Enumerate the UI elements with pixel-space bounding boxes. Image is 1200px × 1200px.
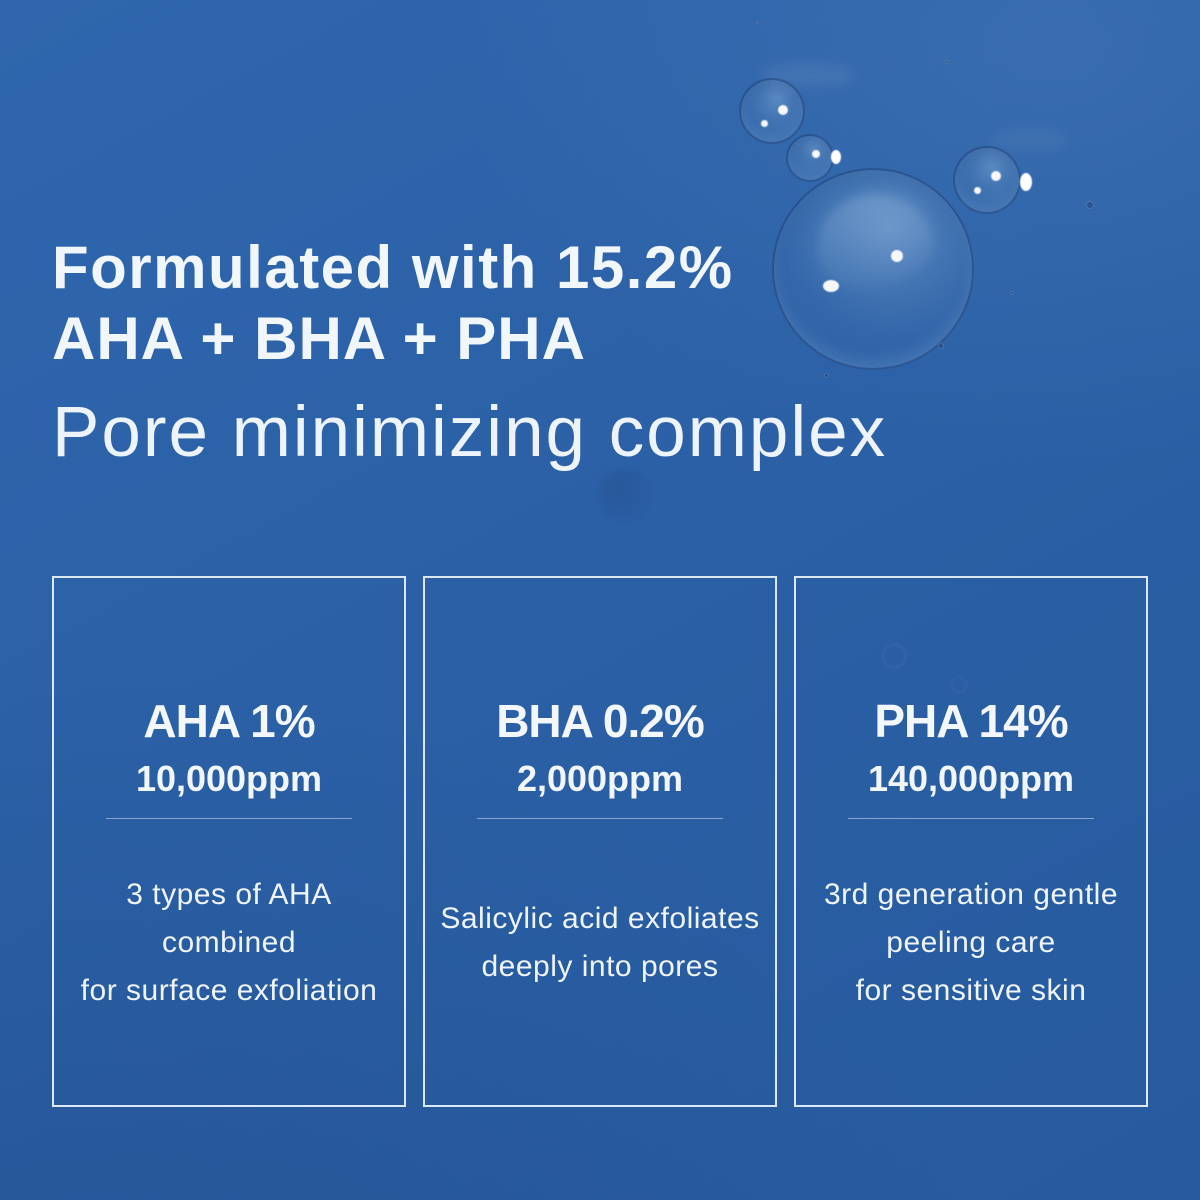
micro-bubble — [1086, 201, 1094, 209]
light-haze — [759, 62, 855, 88]
water-droplet-small-3 — [953, 146, 1021, 214]
droplet-highlight — [823, 280, 839, 292]
card-description-bha: Salicylic acid exfoliates deeply into po… — [435, 833, 765, 1053]
description-line: combined — [161, 926, 297, 959]
micro-bubble — [756, 21, 759, 24]
description-line: deeply into pores — [481, 950, 719, 983]
description-line: for sensitive skin — [855, 974, 1087, 1007]
card-concentration-pha: 140,000ppm — [867, 758, 1075, 799]
droplet-highlight — [831, 150, 841, 164]
light-haze — [990, 129, 1070, 151]
card-description-pha: 3rd generation gentle peeling care for s… — [806, 833, 1136, 1053]
droplet-highlight — [891, 250, 903, 262]
card-concentration-bha: 2,000ppm — [516, 758, 684, 799]
droplet-highlight — [991, 171, 1001, 181]
micro-bubble — [886, 62, 890, 66]
card-title-bha: BHA 0.2% — [496, 695, 705, 747]
water-droplet-small-2 — [786, 134, 834, 182]
card-title-pha: PHA 14% — [874, 695, 1068, 747]
description-line: 3rd generation gentle — [823, 878, 1119, 911]
description-line: 3 types of AHA — [126, 878, 332, 911]
aha-ingredient-card: AHA 1% 10,000ppm 3 types of AHA combined… — [52, 576, 406, 1107]
card-divider — [106, 818, 352, 819]
description-line: Salicylic acid exfoliates — [440, 902, 760, 935]
card-title-aha: AHA 1% — [143, 695, 315, 747]
bha-ingredient-card: BHA 0.2% 2,000ppm Salicylic acid exfolia… — [423, 576, 777, 1107]
micro-bubble — [938, 343, 944, 349]
micro-bubble — [945, 60, 949, 64]
card-description-aha: 3 types of AHA combined for surface exfo… — [64, 833, 394, 1053]
micro-bubble — [1010, 291, 1014, 295]
water-droplet-small-1 — [739, 78, 805, 144]
description-line: peeling care — [886, 926, 1056, 959]
headline-line-3: Pore minimizing complex — [52, 393, 888, 472]
description-line: for surface exfoliation — [80, 974, 378, 1007]
headline-line-2: AHA + BHA + PHA — [52, 305, 586, 372]
droplet-highlight — [812, 150, 820, 158]
card-divider — [848, 818, 1094, 819]
faint-bubble-ghost — [951, 677, 967, 693]
card-divider — [477, 818, 723, 819]
droplet-highlight — [761, 120, 768, 127]
headline-line-1: Formulated with 15.2% — [52, 234, 734, 301]
card-concentration-aha: 10,000ppm — [135, 758, 323, 799]
pha-ingredient-card: PHA 14% 140,000ppm 3rd generation gentle… — [794, 576, 1148, 1107]
micro-bubble — [824, 373, 829, 378]
droplet-highlight — [974, 187, 981, 194]
faint-bubble-ghost — [882, 644, 906, 668]
faint-bubble-ghost — [598, 468, 652, 522]
water-droplet-large — [772, 168, 974, 370]
droplet-highlight — [778, 105, 788, 115]
droplet-highlight — [1020, 173, 1032, 191]
